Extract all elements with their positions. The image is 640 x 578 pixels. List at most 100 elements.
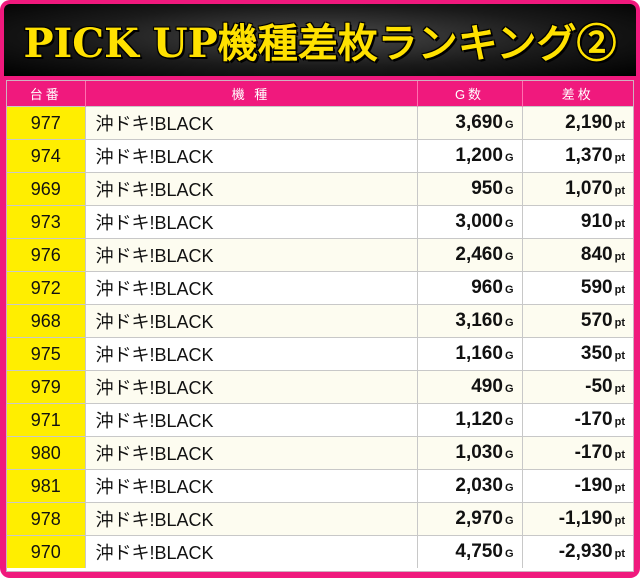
header-diff: 差枚	[521, 81, 633, 107]
table-row: 977 沖ドキ!BLACK 3,690 G 2,190 pt	[7, 106, 633, 140]
games-unit: G	[504, 350, 514, 362]
diff-cell: 1,370 pt	[521, 139, 633, 173]
table-row: 976 沖ドキ!BLACK 2,460 G 840 pt	[7, 238, 633, 272]
games-value: 2,970	[455, 508, 503, 529]
machine-number: 971	[7, 403, 85, 437]
diff-value: -170	[574, 442, 613, 463]
machine-number: 980	[7, 436, 85, 470]
diff-value: 350	[580, 343, 613, 364]
model-name: 沖ドキ!BLACK	[84, 535, 417, 568]
diff-unit: pt	[614, 515, 625, 527]
games-cell: 950 G	[416, 172, 522, 206]
table-row: 974 沖ドキ!BLACK 1,200 G 1,370 pt	[7, 139, 633, 173]
games-cell: 3,000 G	[416, 205, 522, 239]
machine-number: 978	[7, 502, 85, 536]
diff-value: 590	[580, 277, 613, 298]
games-value: 490	[471, 376, 503, 397]
games-cell: 2,030 G	[416, 469, 522, 503]
games-cell: 1,120 G	[416, 403, 522, 437]
diff-value: 1,070	[565, 178, 613, 199]
games-cell: 3,690 G	[416, 106, 522, 140]
table-row: 973 沖ドキ!BLACK 3,000 G 910 pt	[7, 205, 633, 239]
model-name: 沖ドキ!BLACK	[84, 238, 417, 272]
games-unit: G	[504, 317, 514, 329]
diff-unit: pt	[614, 482, 625, 494]
games-cell: 1,030 G	[416, 436, 522, 470]
diff-unit: pt	[614, 350, 625, 362]
table-row: 972 沖ドキ!BLACK 960 G 590 pt	[7, 271, 633, 305]
games-unit: G	[504, 152, 514, 164]
diff-unit: pt	[614, 251, 625, 263]
games-cell: 2,460 G	[416, 238, 522, 272]
machine-number: 968	[7, 304, 85, 338]
games-value: 2,460	[455, 244, 503, 265]
diff-cell: 350 pt	[521, 337, 633, 371]
model-name: 沖ドキ!BLACK	[84, 205, 417, 239]
diff-cell: 570 pt	[521, 304, 633, 338]
games-cell: 4,750 G	[416, 535, 522, 568]
games-cell: 490 G	[416, 370, 522, 404]
diff-unit: pt	[614, 284, 625, 296]
model-name: 沖ドキ!BLACK	[84, 271, 417, 305]
diff-value: 2,190	[565, 112, 613, 133]
diff-value: 1,370	[565, 145, 613, 166]
table-row: 975 沖ドキ!BLACK 1,160 G 350 pt	[7, 337, 633, 371]
diff-value: 910	[580, 211, 613, 232]
games-unit: G	[504, 548, 514, 560]
games-unit: G	[504, 251, 514, 263]
games-cell: 1,160 G	[416, 337, 522, 371]
machine-number: 977	[7, 106, 85, 140]
model-name: 沖ドキ!BLACK	[84, 370, 417, 404]
table-row: 980 沖ドキ!BLACK 1,030 G -170 pt	[7, 436, 633, 470]
diff-value: 570	[580, 310, 613, 331]
machine-number: 979	[7, 370, 85, 404]
model-name: 沖ドキ!BLACK	[84, 172, 417, 206]
games-unit: G	[504, 449, 514, 461]
diff-unit: pt	[614, 548, 625, 560]
machine-number: 981	[7, 469, 85, 503]
games-value: 2,030	[455, 475, 503, 496]
games-unit: G	[504, 119, 514, 131]
diff-cell: -1,190 pt	[521, 502, 633, 536]
machine-number: 974	[7, 139, 85, 173]
diff-cell: -170 pt	[521, 436, 633, 470]
title-banner: PICK UP機種差枚ランキング②	[4, 4, 636, 76]
diff-unit: pt	[614, 119, 625, 131]
diff-unit: pt	[614, 416, 625, 428]
diff-value: -2,930	[558, 541, 613, 562]
diff-unit: pt	[614, 383, 625, 395]
games-value: 3,690	[455, 112, 503, 133]
model-name: 沖ドキ!BLACK	[84, 469, 417, 503]
header-games: G数	[416, 81, 522, 107]
diff-cell: 910 pt	[521, 205, 633, 239]
table-header-row: 台番 機 種 G数 差枚	[7, 81, 633, 107]
games-unit: G	[504, 383, 514, 395]
model-name: 沖ドキ!BLACK	[84, 337, 417, 371]
ranking-table-container: 台番 機 種 G数 差枚 977 沖ドキ!BLACK 3,690 G 2,190 pt 97…	[6, 80, 634, 572]
diff-unit: pt	[614, 317, 625, 329]
games-value: 3,160	[455, 310, 503, 331]
games-value: 950	[471, 178, 503, 199]
table-row: 971 沖ドキ!BLACK 1,120 G -170 pt	[7, 403, 633, 437]
games-unit: G	[504, 218, 514, 230]
diff-cell: 2,190 pt	[521, 106, 633, 140]
ranking-table: 台番 機 種 G数 差枚 977 沖ドキ!BLACK 3,690 G 2,190 pt 97…	[7, 81, 633, 568]
games-value: 1,160	[455, 343, 503, 364]
diff-unit: pt	[614, 218, 625, 230]
table-body: 977 沖ドキ!BLACK 3,690 G 2,190 pt 974 沖ドキ!BLACK 1,2…	[7, 106, 633, 568]
games-value: 960	[471, 277, 503, 298]
games-unit: G	[504, 515, 514, 527]
machine-number: 972	[7, 271, 85, 305]
diff-cell: 1,070 pt	[521, 172, 633, 206]
machine-number: 970	[7, 535, 85, 568]
model-name: 沖ドキ!BLACK	[84, 139, 417, 173]
diff-unit: pt	[614, 152, 625, 164]
diff-cell: -50 pt	[521, 370, 633, 404]
games-unit: G	[504, 185, 514, 197]
games-value: 1,200	[455, 145, 503, 166]
games-value: 1,120	[455, 409, 503, 430]
games-cell: 2,970 G	[416, 502, 522, 536]
model-name: 沖ドキ!BLACK	[84, 403, 417, 437]
model-name: 沖ドキ!BLACK	[84, 502, 417, 536]
